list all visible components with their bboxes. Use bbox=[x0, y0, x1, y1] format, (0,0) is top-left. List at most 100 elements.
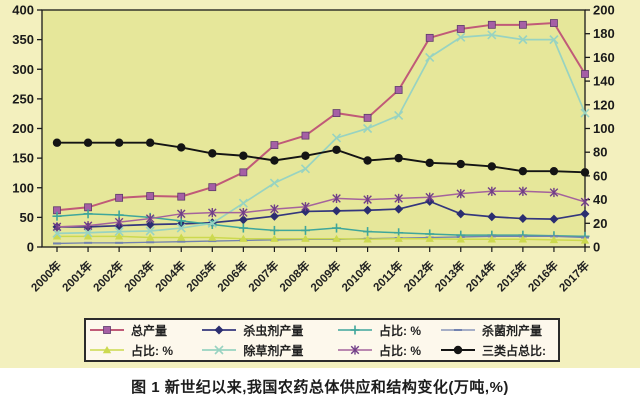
right-axis-tick-label: 140 bbox=[593, 74, 615, 89]
series-line-0 bbox=[56, 22, 586, 212]
x-marker-icon bbox=[331, 133, 342, 143]
square-legend-icon bbox=[90, 326, 124, 334]
x-axis-tick-label: 2016年 bbox=[525, 258, 561, 294]
right-axis-tick-label: 180 bbox=[593, 26, 615, 41]
square-marker-icon bbox=[208, 183, 217, 192]
series-line-2 bbox=[56, 213, 586, 238]
legend-label: 杀虫剂产量 bbox=[243, 323, 304, 338]
right-axis-tick-label: 60 bbox=[593, 168, 607, 183]
right-axis-tick-label: 200 bbox=[593, 3, 615, 18]
series-line-4 bbox=[57, 235, 586, 242]
x-marker-icon bbox=[456, 32, 466, 42]
x-marker-icon bbox=[425, 52, 435, 62]
x-axis-tick-label: 2013年 bbox=[432, 258, 468, 294]
diamond-marker-icon bbox=[580, 209, 590, 219]
circle-marker-icon bbox=[549, 166, 559, 176]
legend-label: 杀菌剂产量 bbox=[481, 323, 542, 338]
triangle-marker-icon bbox=[177, 233, 186, 241]
legend-label: 占比: % bbox=[131, 343, 174, 358]
diamond-legend-icon bbox=[202, 325, 237, 335]
caption-strip: 图 1 新世纪以来,我国农药总体供应和结构变化(万吨,%) bbox=[0, 368, 640, 404]
x-marker-icon bbox=[238, 198, 248, 208]
left-axis-tick-label: 250 bbox=[12, 91, 34, 106]
triangle-marker-icon bbox=[456, 235, 465, 243]
x-marker-icon bbox=[207, 218, 217, 228]
legend-label: 占比: % bbox=[379, 343, 422, 358]
circle-marker-icon bbox=[177, 143, 186, 152]
right-axis-tick-label: 40 bbox=[593, 192, 607, 207]
diamond-marker-icon bbox=[518, 214, 528, 224]
dash-legend-icon bbox=[440, 329, 475, 331]
diamond-marker-icon bbox=[363, 205, 373, 215]
square-marker-icon bbox=[425, 33, 434, 42]
square-marker-icon bbox=[332, 109, 341, 117]
legend-label: 占比: % bbox=[379, 323, 422, 338]
diamond-marker-icon bbox=[145, 219, 155, 229]
square-marker-icon bbox=[363, 113, 372, 122]
circle-marker-icon bbox=[208, 149, 217, 158]
left-axis-tick-label: 100 bbox=[12, 180, 34, 195]
triangle-marker-icon bbox=[487, 235, 497, 243]
x-marker-icon bbox=[363, 123, 373, 134]
circle-marker-icon bbox=[52, 138, 62, 147]
x-axis-tick-label: 2004年 bbox=[152, 258, 188, 294]
x-legend-icon bbox=[202, 345, 237, 355]
square-marker-icon bbox=[177, 192, 186, 201]
left-axis-tick-label: 350 bbox=[12, 32, 34, 47]
triangle-marker-icon bbox=[208, 233, 217, 241]
circle-marker-icon bbox=[114, 138, 124, 147]
x-axis-tick-label: 2005年 bbox=[183, 258, 219, 294]
series-line-6 bbox=[56, 190, 586, 228]
square-marker-icon bbox=[581, 70, 589, 78]
circle-marker-icon bbox=[487, 162, 497, 171]
square-marker-icon bbox=[103, 326, 111, 334]
x-axis-tick-label: 2012年 bbox=[401, 258, 437, 294]
x-axis-tick-label: 2011年 bbox=[370, 258, 406, 294]
left-axis-tick-label: 0 bbox=[27, 240, 34, 255]
x-marker-icon bbox=[549, 35, 559, 45]
triangle-legend-icon bbox=[90, 346, 124, 354]
series-line-1 bbox=[57, 200, 586, 228]
x-marker-icon bbox=[176, 223, 186, 233]
x-axis-tick-label: 2001年 bbox=[59, 258, 95, 294]
star-legend-icon bbox=[338, 345, 373, 355]
circle-marker-icon bbox=[301, 151, 310, 160]
plus-legend-icon bbox=[338, 325, 373, 335]
diamond-marker-icon bbox=[394, 204, 404, 214]
diamond-marker-icon bbox=[332, 206, 342, 216]
circle-legend-icon bbox=[440, 345, 475, 355]
left-axis-tick-label: 50 bbox=[20, 210, 34, 225]
triangle-marker-icon bbox=[301, 234, 310, 242]
x-axis-tick-label: 2009年 bbox=[308, 258, 344, 294]
square-marker-icon bbox=[270, 141, 279, 149]
left-axis-tick-label: 400 bbox=[12, 3, 34, 18]
x-axis-tick-label: 2006年 bbox=[214, 258, 250, 294]
square-marker-icon bbox=[394, 86, 403, 94]
x-marker-icon bbox=[580, 108, 590, 118]
x-axis-tick-label: 2010年 bbox=[339, 258, 375, 294]
circle-marker-icon bbox=[145, 138, 155, 147]
square-marker-icon bbox=[456, 25, 465, 33]
legend-label: 总产量 bbox=[131, 323, 168, 338]
diamond-marker-icon bbox=[269, 211, 279, 221]
triangle-marker-icon bbox=[518, 235, 528, 243]
figure-caption: 图 1 新世纪以来,我国农药总体供应和结构变化(万吨,%) bbox=[131, 378, 509, 396]
triangle-marker-icon bbox=[580, 236, 590, 244]
x-axis-tick-label: 2007年 bbox=[245, 258, 281, 294]
triangle-marker-icon bbox=[425, 234, 434, 242]
triangle-marker-icon bbox=[145, 233, 155, 241]
right-axis-tick-label: 120 bbox=[593, 97, 615, 112]
series-line-7 bbox=[57, 141, 586, 174]
x-axis-tick-label: 2000年 bbox=[28, 258, 64, 294]
triangle-marker-icon bbox=[102, 346, 112, 354]
right-axis-tick-label: 20 bbox=[593, 216, 607, 231]
x-marker-icon bbox=[145, 226, 155, 236]
triangle-marker-icon bbox=[332, 234, 341, 242]
legend-item: 占比: % bbox=[88, 342, 200, 359]
circle-marker-icon bbox=[453, 345, 463, 355]
square-marker-icon bbox=[550, 19, 558, 27]
square-marker-icon bbox=[115, 193, 124, 202]
legend-item: 占比: % bbox=[336, 322, 439, 339]
legend-item: 三类占总比: bbox=[439, 342, 556, 359]
plot-area bbox=[41, 9, 586, 248]
